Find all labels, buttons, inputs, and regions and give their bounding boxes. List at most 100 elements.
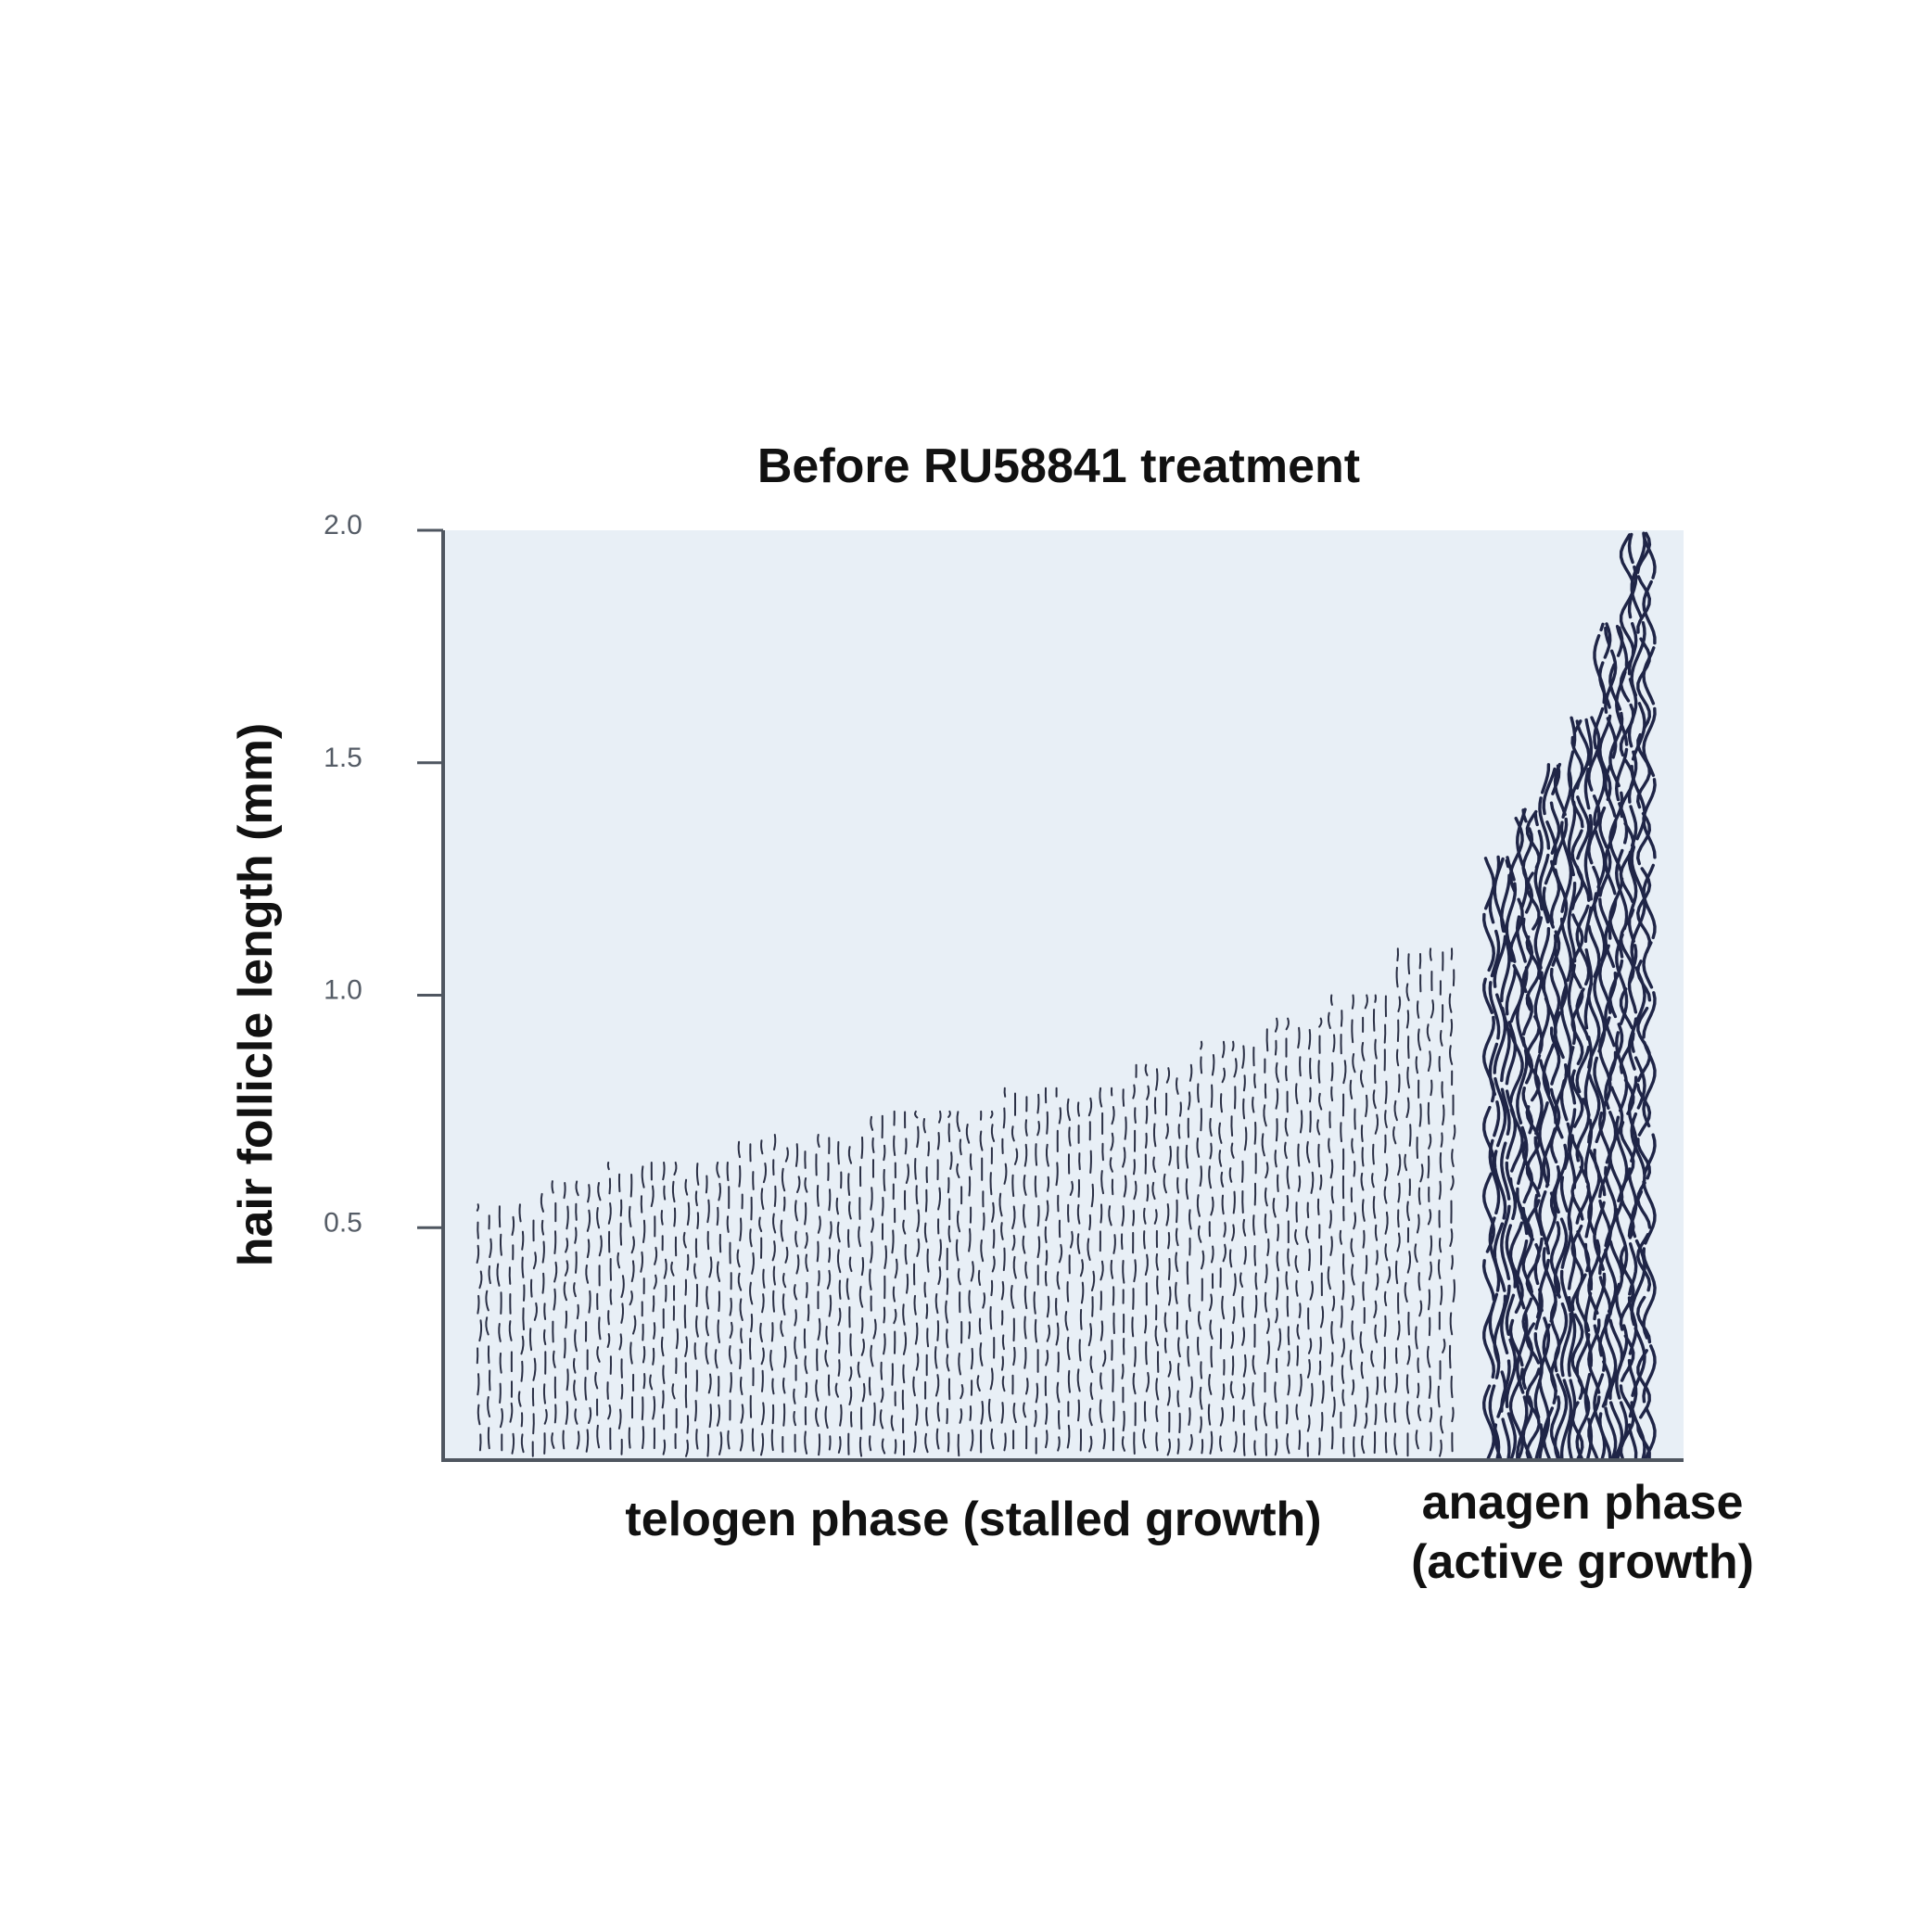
telogen-hair-mark (1144, 1253, 1149, 1277)
telogen-hair-mark (1218, 1150, 1223, 1167)
telogen-hair-mark (1146, 1085, 1150, 1100)
telogen-hair-mark (1209, 1430, 1214, 1455)
telogen-hair-mark (1108, 1205, 1112, 1227)
telogen-hair-mark (1396, 947, 1400, 962)
telogen-hair-mark (1405, 983, 1410, 1001)
telogen-hair-mark (1330, 1352, 1334, 1367)
telogen-hair-mark (1243, 1126, 1248, 1151)
anagen-hair-strand (1500, 873, 1511, 933)
telogen-hair-mark (1133, 1431, 1136, 1455)
telogen-hair-mark (1088, 1407, 1093, 1427)
telogen-hair-mark (1408, 1124, 1412, 1147)
telogen-hair-mark (1196, 1138, 1201, 1158)
telogen-hair-mark (738, 1164, 742, 1188)
telogen-hair-mark (1386, 1265, 1392, 1284)
telogen-hair-mark (1299, 1110, 1303, 1134)
telogen-hair-mark (968, 1290, 972, 1314)
telogen-hair-mark (815, 1379, 820, 1402)
telogen-hair-mark (1165, 1203, 1170, 1227)
telogen-hair-mark (597, 1182, 602, 1201)
telogen-hair-mark (1199, 1386, 1203, 1410)
anagen-hair-strand (1627, 622, 1638, 676)
telogen-hair-mark (891, 1229, 895, 1254)
anagen-hair-strand (1488, 981, 1501, 1040)
telogen-hair-mark (1133, 1259, 1138, 1283)
telogen-hair-mark (574, 1408, 578, 1425)
telogen-hair-mark (991, 1201, 995, 1223)
anagen-hair-strand (1488, 1384, 1501, 1460)
telogen-hair-mark (1427, 1155, 1430, 1179)
telogen-hair-mark (946, 1277, 949, 1295)
telogen-hair-mark (1407, 953, 1411, 975)
telogen-hair-mark (796, 1176, 801, 1193)
telogen-bar (1196, 1040, 1258, 1456)
telogen-hair-mark (872, 1318, 877, 1340)
telogen-hair-mark (1319, 1174, 1323, 1190)
telogen-hair-mark (1121, 1205, 1125, 1227)
anagen-hair-strand (1533, 1136, 1544, 1189)
telogen-hair-mark (684, 1178, 689, 1196)
anagen-hair-strand (1488, 1216, 1501, 1292)
telogen-hair-mark (521, 1256, 525, 1278)
telogen-bar (1327, 994, 1392, 1457)
telogen-hair-mark (1252, 1096, 1255, 1113)
anagen-hair-strand (1525, 1367, 1541, 1460)
telogen-hair-mark (1429, 1406, 1433, 1423)
anagen-hair-strand (1500, 937, 1511, 1003)
telogen-hair-mark (1122, 1147, 1126, 1168)
telogen-hair-mark (1024, 1119, 1028, 1137)
anagen-hair-strand (1599, 622, 1605, 632)
anagen-hair-strand (1575, 865, 1591, 902)
telogen-hair-mark (1263, 1402, 1268, 1427)
telogen-hair-mark (1265, 1264, 1268, 1284)
telogen-hair-mark (1342, 1060, 1347, 1085)
telogen-hair-mark (1294, 1254, 1299, 1273)
anagen-bar (1619, 531, 1657, 1460)
telogen-hair-mark (695, 1315, 699, 1338)
anagen-hair-strand (1635, 1233, 1652, 1292)
telogen-hair-mark (1308, 1087, 1312, 1103)
telogen-hair-mark (1286, 1195, 1290, 1213)
telogen-hair-mark (1152, 1156, 1157, 1174)
anagen-hair-strand (1538, 927, 1551, 981)
telogen-hair-mark (1264, 1214, 1267, 1234)
telogen-hair-mark (1242, 1354, 1247, 1378)
telogen-hair-mark (924, 1188, 928, 1213)
telogen-hair-mark (1208, 1293, 1214, 1312)
telogen-hair-mark (751, 1428, 755, 1452)
telogen-hair-mark (685, 1439, 690, 1457)
telogen-hair-mark (816, 1185, 820, 1207)
telogen-hair-mark (892, 1286, 896, 1303)
telogen-hair-mark (1275, 1061, 1280, 1083)
telogen-hair-mark (652, 1347, 655, 1366)
telogen-hair-mark (477, 1373, 480, 1396)
telogen-hair-mark (543, 1303, 547, 1320)
anagen-hair-strand (1542, 1043, 1557, 1125)
telogen-hair-mark (1384, 1243, 1389, 1262)
telogen-hair-mark (1305, 1140, 1311, 1163)
telogen-hair-mark (1165, 1123, 1169, 1139)
telogen-hair-mark (857, 1361, 861, 1379)
telogen-hair-mark (1285, 1017, 1290, 1031)
telogen-hair-mark (707, 1373, 712, 1394)
anagen-hair-strand (1516, 1187, 1529, 1236)
telogen-hair-mark (1449, 1312, 1454, 1336)
telogen-hair-mark (1384, 1211, 1389, 1235)
telogen-hair-mark (1429, 947, 1432, 961)
telogen-hair-mark (1109, 1157, 1113, 1173)
anagen-hair-strand (1619, 660, 1632, 703)
anagen-hair-strand (1636, 1349, 1651, 1419)
telogen-hair-mark (982, 1212, 985, 1231)
anagen-hair-strand (1593, 1201, 1606, 1271)
telogen-hair-mark (1100, 1170, 1104, 1195)
telogen-hair-mark (858, 1286, 864, 1308)
telogen-hair-mark (1442, 1338, 1446, 1354)
telogen-hair-mark (1155, 1405, 1159, 1422)
anagen-hair-strand (1553, 1143, 1569, 1214)
telogen-hair-mark (793, 1411, 796, 1427)
telogen-hair-mark (782, 1345, 787, 1368)
telogen-hair-mark (1341, 1389, 1345, 1406)
telogen-hair-mark (1397, 996, 1402, 1012)
telogen-hair-mark (1122, 1410, 1125, 1432)
telogen-hair-mark (1439, 1030, 1443, 1047)
